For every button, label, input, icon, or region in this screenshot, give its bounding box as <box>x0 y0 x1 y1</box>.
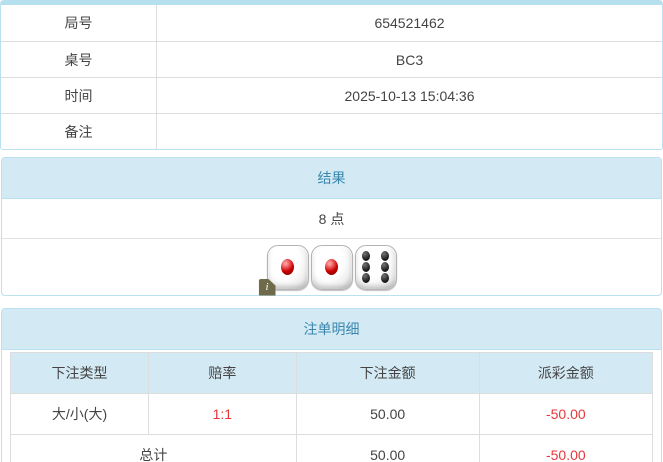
dice-row: i <box>2 239 661 296</box>
game-id-label: 局号 <box>1 5 157 41</box>
column-payout-amount: 派彩金额 <box>478 352 654 394</box>
die-pip <box>325 259 338 275</box>
result-panel-title: 结果 <box>2 158 661 199</box>
time-label: 时间 <box>1 78 157 113</box>
bet-details-body: 下注类型 赔率 下注金额 派彩金额 大/小(大) 1:1 50.00 -50.0… <box>2 350 661 462</box>
time-value: 2025-10-13 15:04:36 <box>344 87 475 104</box>
bet-payout: -50.00 <box>478 393 654 435</box>
info-row-game-id: 局号 654521462 <box>1 5 662 41</box>
die-face-1 <box>310 244 353 290</box>
bet-row: 大/小(大) 1:1 50.00 -50.00 <box>9 393 654 435</box>
die-pip <box>380 273 389 283</box>
result-points: 8 点 <box>2 199 661 239</box>
game-id-value: 654521462 <box>374 15 445 31</box>
column-bet-amount: 下注金额 <box>295 352 480 394</box>
die-face-1 <box>266 244 309 290</box>
bet-details-title: 注单明细 <box>2 309 661 350</box>
info-row-remark: 备注 <box>1 113 662 149</box>
die-pip <box>362 251 371 261</box>
bets-header-row: 下注类型 赔率 下注金额 派彩金额 <box>9 352 654 394</box>
remark-value <box>157 114 662 149</box>
total-row: 总计 50.00 -50.00 <box>10 434 654 462</box>
die-pip <box>281 259 294 275</box>
info-row-table-id: 桌号 BC3 <box>1 41 662 77</box>
bets-table: 下注类型 赔率 下注金额 派彩金额 大/小(大) 1:1 50.00 -50.0… <box>9 352 654 462</box>
die-pip <box>380 251 389 261</box>
total-label: 总计 <box>10 434 297 462</box>
bet-amount: 50.00 <box>295 393 480 435</box>
bet-odds: 1:1 <box>148 393 297 435</box>
table-id-value: BC3 <box>395 51 424 68</box>
result-panel: 结果 8 点 i <box>1 157 662 296</box>
column-odds: 赔率 <box>148 352 297 394</box>
table-id-label: 桌号 <box>1 42 157 77</box>
die-pip <box>362 273 371 283</box>
total-payout-amount: -50.00 <box>478 434 654 462</box>
column-bet-type: 下注类型 <box>9 352 150 394</box>
bet-type: 大/小(大) <box>9 393 150 435</box>
bet-details-panel: 注单明细 下注类型 赔率 下注金额 派彩金额 大/小(大) 1:1 50.00 … <box>1 308 662 462</box>
game-info-panel: 局号 654521462 桌号 BC3 时间 2025-10-13 15:04:… <box>0 0 663 150</box>
info-icon[interactable]: i <box>258 278 276 296</box>
total-bet-amount: 50.00 <box>295 434 480 462</box>
die-face-6 <box>354 244 397 290</box>
die-pip <box>362 262 371 272</box>
info-row-time: 时间 2025-10-13 15:04:36 <box>1 77 662 113</box>
dice-group: i <box>258 244 397 296</box>
die-pip <box>380 262 389 272</box>
remark-label: 备注 <box>1 114 157 149</box>
